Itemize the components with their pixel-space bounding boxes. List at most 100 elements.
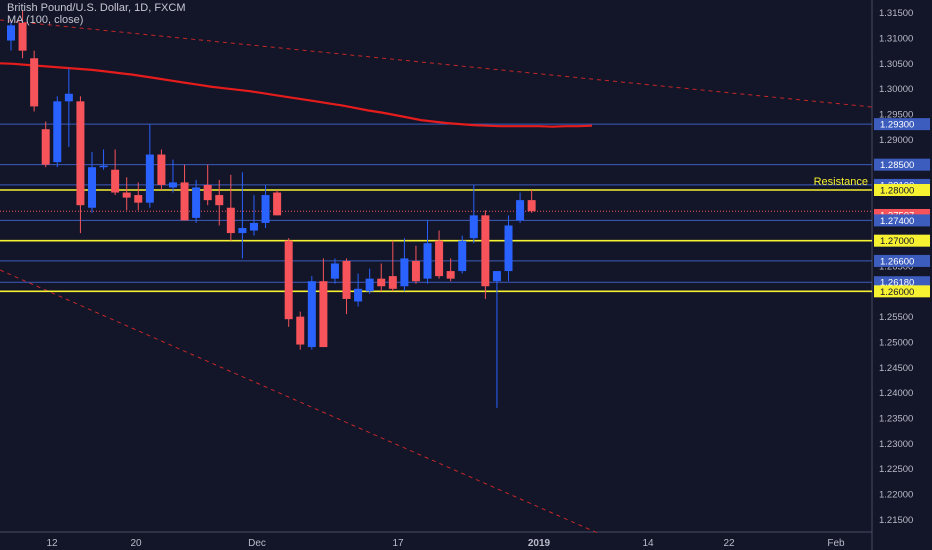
candle-18[interactable]: [215, 179, 224, 226]
x-tick-label: 2019: [528, 538, 551, 549]
candle-body: [87, 167, 96, 208]
candle-8[interactable]: [99, 149, 108, 170]
candle-body: [411, 260, 420, 282]
y-tick-label: 1.23000: [879, 439, 913, 450]
x-tick-label: 14: [642, 538, 654, 549]
candle-12[interactable]: [145, 124, 154, 208]
candle-35[interactable]: [411, 245, 420, 284]
lower-trendline[interactable]: [0, 269, 601, 535]
price-label-box: [874, 285, 930, 298]
candle-16[interactable]: [192, 179, 201, 223]
candle-body: [145, 154, 154, 203]
candle-27[interactable]: [319, 258, 328, 348]
price-label-9: 1.26000: [874, 285, 930, 298]
x-tick-label: 20: [130, 538, 142, 549]
candle-34[interactable]: [400, 238, 409, 292]
candle-23[interactable]: [273, 190, 282, 216]
x-tick-label: 17: [392, 538, 404, 549]
candle-body: [446, 271, 455, 279]
y-tick-label: 1.29500: [879, 110, 913, 121]
candle-41[interactable]: [481, 210, 490, 299]
candle-19[interactable]: [226, 174, 235, 241]
price-label-box: [874, 118, 930, 131]
upper-trendline[interactable]: [0, 19, 873, 108]
price-label-text: 1.28000: [880, 186, 914, 197]
candle-32[interactable]: [377, 263, 386, 292]
candle-body: [481, 215, 490, 287]
price-axis[interactable]: [872, 0, 932, 550]
candle-body: [307, 281, 316, 348]
candle-6[interactable]: [76, 96, 85, 234]
x-tick-label: Feb: [827, 538, 845, 549]
candle-25[interactable]: [296, 311, 305, 350]
candle-body: [122, 192, 131, 198]
candle-3[interactable]: [41, 121, 50, 168]
time-axis[interactable]: [0, 532, 872, 550]
candle-2[interactable]: [30, 50, 39, 112]
candle-body: [157, 154, 166, 185]
candle-4[interactable]: [53, 96, 62, 168]
price-label-box: [874, 184, 930, 196]
candle-21[interactable]: [249, 195, 258, 236]
candle-10[interactable]: [122, 177, 131, 211]
candle-body: [203, 184, 212, 201]
candle-22[interactable]: [261, 184, 270, 228]
candle-37[interactable]: [435, 230, 444, 279]
candle-33[interactable]: [388, 240, 397, 292]
candle-body: [296, 316, 305, 345]
candle-29[interactable]: [342, 258, 351, 315]
candle-39[interactable]: [458, 235, 467, 274]
candle-5[interactable]: [64, 68, 73, 147]
ma-100-line[interactable]: [0, 62, 593, 128]
candle-13[interactable]: [157, 149, 166, 190]
price-label-box: [874, 214, 930, 227]
candle-44[interactable]: [516, 192, 525, 223]
candle-26[interactable]: [307, 276, 316, 350]
candle-0[interactable]: [7, 20, 15, 51]
candle-7[interactable]: [87, 152, 96, 213]
candle-body: [330, 263, 339, 279]
y-tick-label: 1.29000: [879, 135, 913, 146]
candle-body: [41, 129, 50, 165]
candle-9[interactable]: [111, 149, 120, 196]
candle-40[interactable]: [469, 184, 478, 244]
moving-average: [0, 62, 593, 128]
candle-36[interactable]: [423, 220, 432, 284]
candle-body: [238, 228, 247, 234]
y-tick-label: 1.21500: [879, 515, 913, 526]
candle-38[interactable]: [446, 258, 455, 282]
candle-body: [134, 195, 143, 203]
price-label-1: 1.28500: [874, 158, 930, 171]
price-label-7: 1.26600: [874, 254, 930, 267]
trendlines[interactable]: [0, 19, 873, 535]
candle-15[interactable]: [180, 164, 189, 221]
candle-45[interactable]: [527, 190, 536, 213]
candle-body: [99, 165, 108, 168]
candle-body: [527, 200, 536, 212]
candle-body: [168, 182, 177, 188]
candle-14[interactable]: [168, 159, 177, 193]
price-label-box: [874, 158, 930, 171]
candle-11[interactable]: [134, 182, 143, 211]
candle-31[interactable]: [365, 268, 374, 294]
y-tick-label: 1.30000: [879, 84, 913, 95]
candle-24[interactable]: [284, 238, 293, 327]
price-level-labels: 1.293001.285001.281001.280001.275071.274…: [874, 118, 930, 298]
price-label-text: 1.26180: [880, 278, 914, 289]
candle-30[interactable]: [354, 273, 363, 307]
candle-20[interactable]: [238, 172, 247, 259]
candle-28[interactable]: [330, 258, 339, 284]
time-axis-labels: 12 20 Dec 17 2019 14 22 Feb: [46, 538, 845, 549]
candle-17[interactable]: [203, 164, 212, 206]
candle-body: [261, 195, 270, 223]
candle-43[interactable]: [504, 215, 513, 282]
price-label-text: 1.26600: [880, 256, 914, 267]
price-label-0: 1.29300: [874, 118, 930, 131]
candle-1[interactable]: [18, 10, 27, 59]
y-tick-label: 1.22000: [879, 490, 913, 501]
candle-body: [53, 101, 62, 163]
candle-42[interactable]: [492, 271, 501, 408]
price-label-text: 1.29300: [880, 120, 914, 131]
chart-title: British Pound/U.S. Dollar, 1D, FXCM: [7, 2, 186, 14]
